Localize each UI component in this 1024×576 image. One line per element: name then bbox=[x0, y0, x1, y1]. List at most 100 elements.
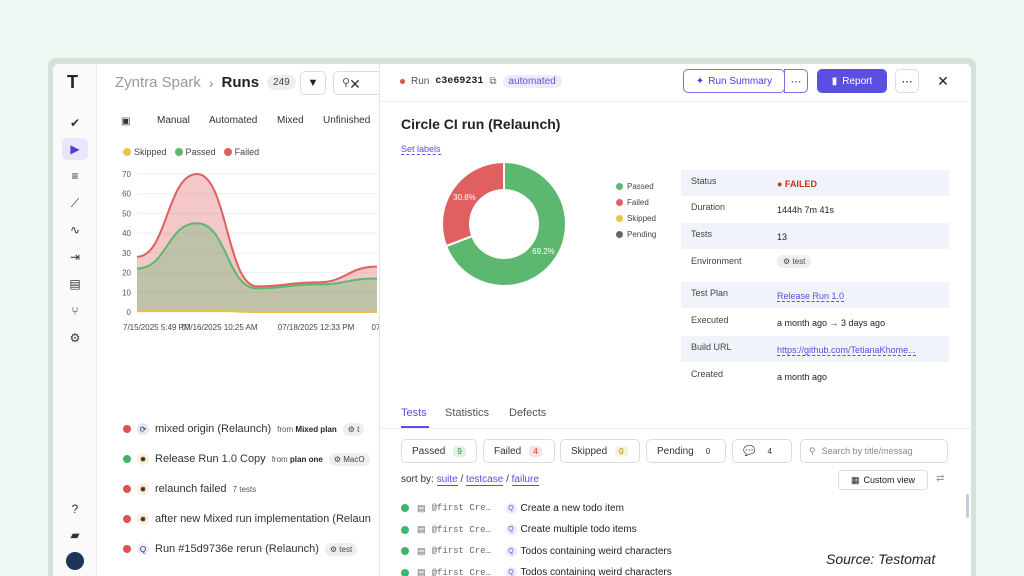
filter-chip-comments[interactable]: 💬 4 bbox=[732, 439, 792, 463]
tab-automated[interactable]: Automated bbox=[209, 115, 258, 126]
set-labels-link[interactable]: Set labels bbox=[401, 144, 441, 155]
tab-defects[interactable]: Defects bbox=[509, 407, 547, 419]
passed-icon bbox=[401, 547, 409, 555]
filter-chip-passed[interactable]: Passed 9 bbox=[401, 439, 477, 463]
filter-chip-failed[interactable]: Failed 4 bbox=[483, 439, 555, 463]
avatar[interactable] bbox=[62, 550, 88, 572]
close-panel-button[interactable]: ✕ bbox=[937, 72, 949, 89]
run-list-item[interactable]: ✸ Release Run 1.0 Copy from plan one ⚙ MacO bbox=[123, 450, 370, 468]
panel-header: Run c3e69231 ⧉ automated ✦ Run Summary ⋯… bbox=[380, 64, 971, 102]
search-button[interactable]: ⚲ bbox=[333, 71, 379, 95]
chip-label: Skipped bbox=[571, 445, 608, 457]
donut-slice-failed[interactable] bbox=[441, 160, 505, 248]
breadcrumb-separator: › bbox=[208, 74, 214, 91]
run-list-item[interactable]: ✸ after new Mixed run implementation (Rel… bbox=[123, 510, 371, 528]
tab-unfinished[interactable]: Unfinished bbox=[323, 115, 371, 126]
check-icon[interactable]: ✔ bbox=[69, 116, 81, 130]
results-donut-chart: 69.2% 30.8% bbox=[441, 160, 567, 287]
tab-manual[interactable]: Manual bbox=[157, 115, 190, 126]
comment-icon: 💬 bbox=[743, 445, 756, 457]
run-summary-button[interactable]: ✦ Run Summary bbox=[683, 69, 785, 93]
legend-label: Skipped bbox=[627, 213, 656, 223]
swap-icon[interactable]: ⇄ bbox=[936, 473, 945, 484]
info-row-build-url: Build URL https://github.com/TetianaKhome… bbox=[681, 336, 949, 362]
run-id-label: Run c3e69231 ⧉ automated bbox=[400, 75, 562, 88]
pulse-icon[interactable]: ∿ bbox=[69, 223, 81, 237]
more-actions-button[interactable]: ⋯ bbox=[895, 69, 919, 93]
branch-icon[interactable]: ⑂ bbox=[71, 304, 79, 318]
run-type-icon: ⟳ bbox=[137, 423, 149, 435]
custom-view-button[interactable]: ▦ Custom view bbox=[838, 470, 928, 490]
project-name[interactable]: Zyntra Spark bbox=[115, 74, 201, 91]
info-key: Executed bbox=[691, 315, 729, 325]
run-list-item[interactable]: Q Run #15d9736e rerun (Relaunch) ⚙ test bbox=[123, 540, 358, 558]
chip-count: 4 bbox=[763, 445, 776, 457]
info-value[interactable]: https://github.com/TetianaKhome... bbox=[777, 345, 916, 356]
gear-icon[interactable]: ⚙ bbox=[69, 331, 81, 345]
info-value: a month ago bbox=[777, 372, 828, 382]
sort-suite[interactable]: suite bbox=[436, 474, 458, 486]
info-value: 1444h 7m 41s bbox=[777, 205, 835, 215]
report-button[interactable]: ▮ Report bbox=[817, 69, 887, 93]
test-title: Create a new todo item bbox=[520, 502, 624, 514]
summary-more-button[interactable]: ⋯ bbox=[784, 69, 808, 93]
info-value: a month ago → 3 days ago bbox=[777, 318, 886, 328]
test-code: @first Cre… bbox=[431, 503, 491, 513]
tab-statistics[interactable]: Statistics bbox=[445, 407, 490, 419]
env-tag: ⚙ MacO bbox=[328, 452, 370, 466]
sort-failure[interactable]: failure bbox=[511, 474, 539, 486]
list-icon[interactable]: ≡ bbox=[71, 169, 79, 183]
sparkle-icon: ✦ bbox=[695, 75, 705, 87]
scrollbar[interactable] bbox=[966, 494, 969, 518]
folder-icon[interactable]: ▰ bbox=[70, 528, 80, 542]
sort-testcase[interactable]: testcase bbox=[466, 474, 504, 486]
close-search-icon[interactable]: ✕ bbox=[349, 75, 361, 92]
test-row[interactable]: ▤ @first Cre… Q Todos containing weird char… bbox=[401, 565, 672, 576]
tab-tests[interactable]: Tests bbox=[401, 407, 427, 419]
suite-icon: ▤ bbox=[417, 524, 426, 534]
run-type-icon: ✸ bbox=[137, 483, 149, 495]
run-detail-panel: ✕ Run c3e69231 ⧉ automated ✦ Run Summary… bbox=[349, 64, 971, 576]
run-title: Release Run 1.0 Copy bbox=[155, 453, 266, 465]
x-tick-label: 7/15/2025 5:49 PM bbox=[123, 323, 191, 332]
filter-chip-skipped[interactable]: Skipped 0 bbox=[560, 439, 640, 463]
info-row-duration: Duration 1444h 7m 41s bbox=[681, 196, 949, 222]
active-tab-indicator bbox=[401, 426, 429, 428]
run-type-icon: ✸ bbox=[137, 453, 149, 465]
steps-icon[interactable]: ⟋ bbox=[70, 195, 80, 210]
test-title: Create multiple todo items bbox=[520, 524, 637, 535]
status-dot bbox=[400, 79, 405, 84]
sort-label: sort by: bbox=[401, 474, 434, 485]
test-row[interactable]: ▤ @first Cre… Q Todos containing weird char… bbox=[401, 543, 672, 559]
test-code: @first Cre… bbox=[431, 524, 491, 535]
chip-count: 4 bbox=[529, 445, 542, 457]
import-icon[interactable]: ⇥ bbox=[69, 250, 81, 264]
status-icon bbox=[123, 545, 131, 553]
test-row[interactable]: ▤ @first Cre… Q Create a new todo item bbox=[401, 500, 624, 516]
donut-slice-passed[interactable] bbox=[444, 160, 567, 287]
legend-dot bbox=[616, 198, 623, 206]
info-row-executed: Executed a month ago → 3 days ago bbox=[681, 309, 949, 335]
donut-label: 30.8% bbox=[453, 193, 476, 202]
help-icon[interactable]: ? bbox=[71, 502, 79, 516]
copy-icon[interactable]: ⧉ bbox=[489, 76, 497, 87]
filter-button[interactable]: ▼ bbox=[300, 71, 326, 95]
tests-search-input[interactable]: ⚲ Search by title/messag bbox=[800, 439, 948, 463]
run-list-item[interactable]: ✸ relaunch failed 7 tests bbox=[123, 480, 256, 498]
env-tag: ⚙ t bbox=[342, 422, 365, 436]
filter-chip-pending[interactable]: Pending 0 bbox=[646, 439, 726, 463]
report-icon[interactable]: ▤ bbox=[69, 277, 81, 291]
tab-mixed[interactable]: Mixed bbox=[277, 115, 304, 126]
play-icon[interactable]: ▶ bbox=[62, 138, 88, 160]
series-line-passed bbox=[136, 222, 378, 290]
legend-passed: Passed bbox=[174, 147, 216, 157]
info-key: Duration bbox=[691, 202, 726, 212]
run-source: 7 tests bbox=[232, 484, 257, 494]
chip-label: Failed bbox=[494, 445, 522, 457]
run-list-item[interactable]: ⟳ mixed origin (Relaunch) from Mixed plan ⚙… bbox=[123, 420, 365, 438]
y-tick-label: 20 bbox=[122, 269, 131, 278]
select-icon[interactable]: ▣ bbox=[121, 116, 131, 127]
test-code: @first Cre… bbox=[431, 567, 491, 576]
info-value[interactable]: Release Run 1.0 bbox=[777, 291, 845, 302]
test-row[interactable]: ▤ @first Cre… Q Create multiple todo items bbox=[401, 522, 637, 538]
